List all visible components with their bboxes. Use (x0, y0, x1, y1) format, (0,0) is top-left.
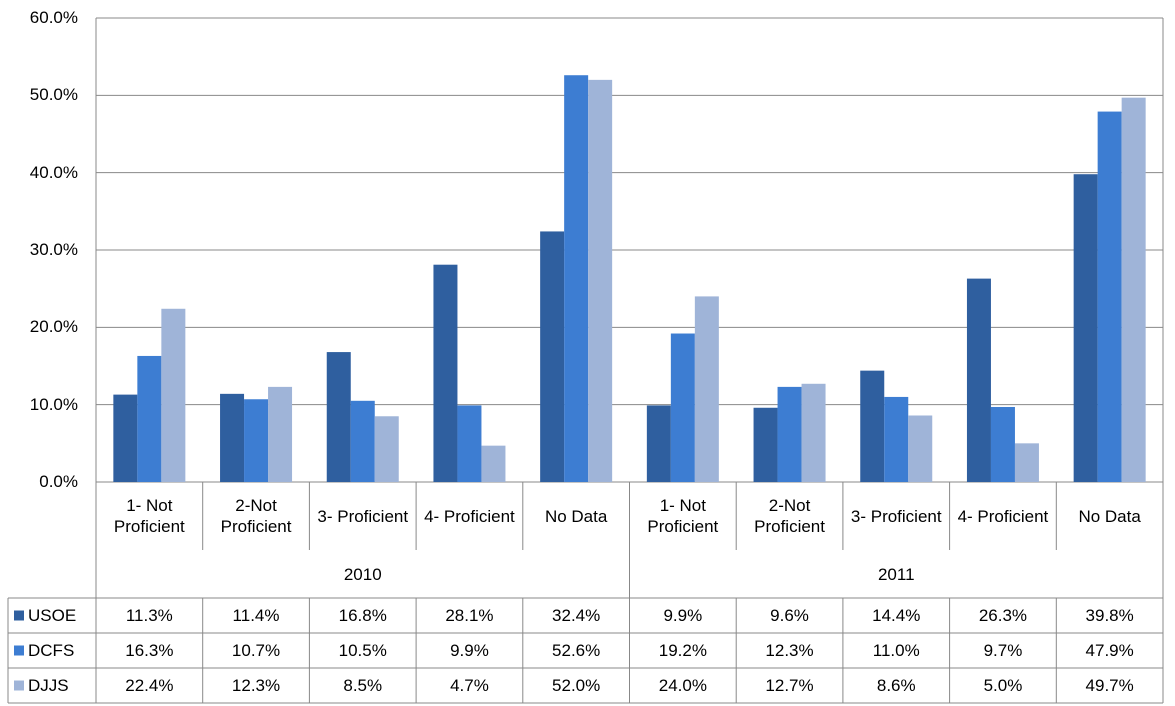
table-cell: 9.9% (450, 641, 489, 660)
table-cell: 14.4% (872, 606, 921, 625)
table-cell: 12.3% (231, 676, 281, 695)
bar (801, 383, 826, 482)
bar (966, 278, 991, 482)
x-tick-label: 4- Proficient (957, 506, 1049, 526)
table-cell: 12.3% (765, 641, 814, 660)
bar (481, 445, 506, 482)
bar (1073, 174, 1098, 483)
x-tick-label: No Data (1078, 506, 1141, 526)
bar (564, 75, 589, 482)
y-tick-label: 0.0% (39, 472, 78, 491)
table-cell: 11.0% (872, 641, 920, 660)
bar (884, 396, 909, 482)
bar (433, 264, 458, 482)
table-cell: 9.6% (770, 606, 809, 625)
bar (374, 416, 399, 482)
y-tick-label: 40.0% (29, 162, 78, 182)
table-cell: 28.1% (445, 606, 494, 625)
bar (646, 405, 671, 482)
table-cell: 26.3% (978, 606, 1028, 625)
bar (753, 407, 778, 482)
bar (908, 415, 933, 482)
table-cell: 39.8% (1085, 606, 1134, 625)
table-cell: 9.7% (983, 641, 1023, 660)
x-tick-label: 2-Not Proficient (220, 496, 292, 536)
y-tick-label: 30.0% (29, 240, 78, 259)
x-tick-label: 3- Proficient (850, 506, 942, 526)
group-label: 2011 (877, 564, 915, 584)
table-cell: 16.8% (338, 606, 387, 625)
bar (540, 231, 565, 482)
bar (457, 405, 482, 482)
bar (161, 308, 186, 482)
table-cell: 22.4% (125, 676, 174, 695)
table-cell: 10.7% (231, 641, 281, 660)
table-cell: 4.7% (450, 676, 489, 695)
table-cell: 10.5% (338, 641, 387, 660)
group-label: 2010 (343, 564, 382, 584)
table-cell: 11.3% (125, 606, 173, 625)
legend-label: DJJS (28, 676, 69, 695)
bar (244, 399, 269, 482)
table-cell: 24.0% (658, 676, 707, 695)
bar (990, 406, 1015, 482)
x-tick-label: 1- Not Proficient (647, 496, 719, 536)
table-cell: 8.5% (343, 676, 383, 695)
bar (326, 352, 351, 482)
legend-label: DCFS (28, 641, 75, 660)
table-cell: 32.4% (552, 606, 601, 625)
bar (694, 296, 719, 482)
table-cell: 47.9% (1085, 641, 1134, 660)
y-tick-label: 10.0% (29, 394, 78, 414)
legend-swatch (14, 645, 24, 656)
table-cell: 49.7% (1085, 676, 1134, 695)
x-tick-label: 1- Not Proficient (113, 496, 185, 536)
bar (670, 333, 695, 482)
table-cell: 9.9% (663, 606, 703, 625)
x-tick-label: 2-Not Proficient (754, 496, 825, 536)
table-cell: 52.0% (552, 676, 601, 695)
bar (860, 370, 885, 482)
bar (777, 386, 802, 482)
legend-label: USOE (28, 606, 77, 625)
bar (350, 400, 375, 482)
table-cell: 52.6% (552, 641, 601, 660)
y-tick-label: 20.0% (29, 317, 78, 337)
bar (1097, 111, 1122, 482)
y-tick-label: 60.0% (29, 8, 78, 27)
x-tick-label: 4- Proficient (424, 506, 515, 526)
bar (137, 355, 162, 482)
legend-swatch (14, 680, 24, 691)
x-tick-label: No Data (544, 506, 608, 526)
y-tick-label: 50.0% (29, 85, 78, 105)
legend-swatch (14, 610, 24, 621)
bar (1121, 97, 1146, 483)
table-cell: 16.3% (125, 641, 174, 660)
table-cell: 12.7% (765, 676, 814, 695)
table-cell: 19.2% (658, 641, 707, 660)
table-cell: 11.4% (232, 606, 280, 625)
bar (1014, 443, 1039, 482)
table-cell: 8.6% (876, 676, 916, 695)
bar (588, 79, 613, 482)
bar (113, 394, 138, 482)
bar (220, 393, 245, 482)
x-tick-label: 3- Proficient (317, 506, 409, 526)
bar (268, 386, 293, 482)
table-cell: 5.0% (983, 676, 1023, 695)
